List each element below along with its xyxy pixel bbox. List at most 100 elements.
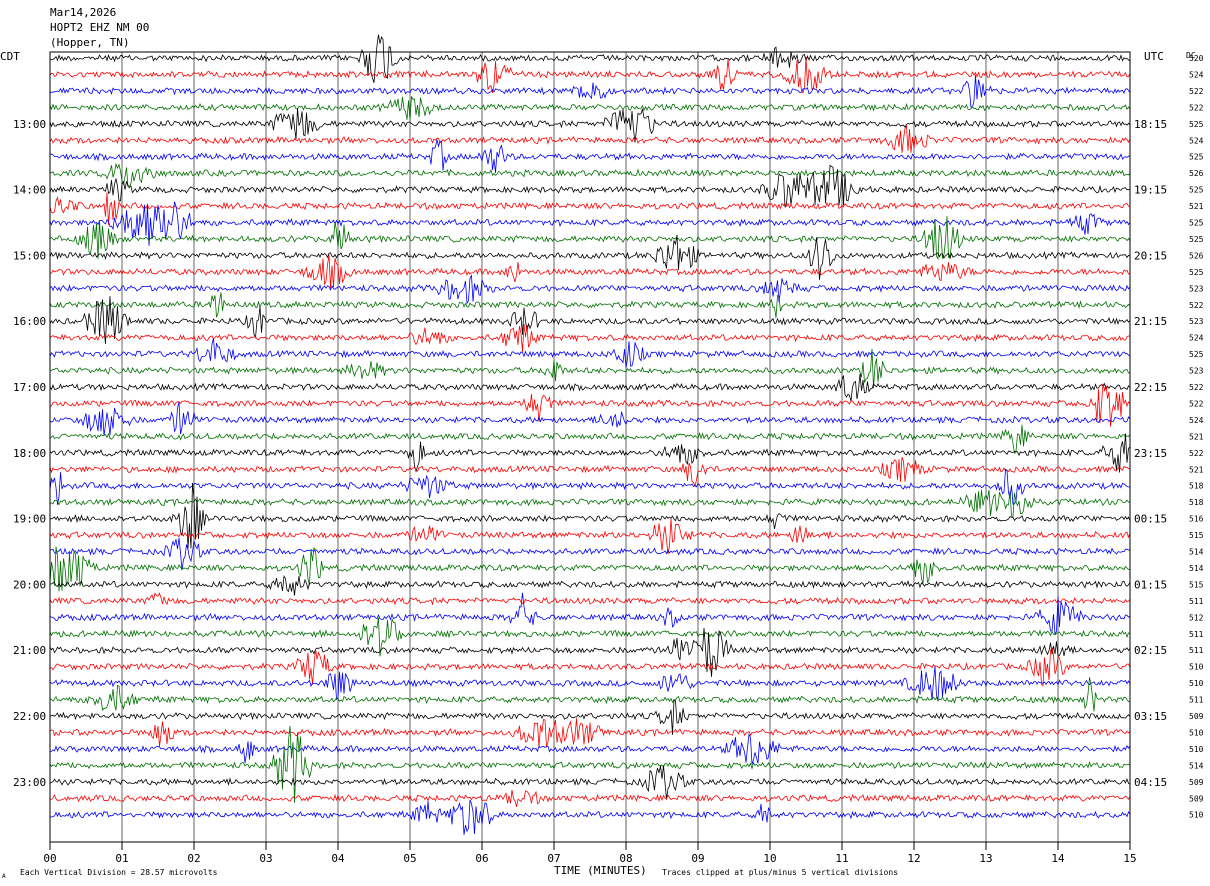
dc-offset-label: 509 bbox=[1189, 794, 1204, 803]
trace-line bbox=[49, 725, 1131, 803]
x-tick-label: 13 bbox=[979, 852, 992, 865]
dc-offset-label: 522 bbox=[1189, 383, 1204, 392]
dc-offset-label: 510 bbox=[1189, 728, 1204, 737]
trace-line bbox=[49, 718, 1131, 748]
trace-line bbox=[49, 162, 1131, 189]
trace-line bbox=[49, 489, 1131, 518]
trace-line bbox=[49, 373, 1131, 402]
x-axis-ticks: 00 01 02 03 04 05 06 07 08 09 10 11 12 13 14 15 bbox=[43, 842, 1137, 865]
dc-offset-label: 521 bbox=[1189, 432, 1204, 441]
trace-line bbox=[49, 164, 1131, 208]
trace-line bbox=[49, 192, 1131, 225]
trace-line bbox=[49, 296, 1131, 344]
x-tick-label: 07 bbox=[547, 852, 560, 865]
utc-hour-label: 21:15 bbox=[1134, 315, 1167, 328]
dc-offset-label: 511 bbox=[1189, 597, 1204, 606]
trace-line bbox=[49, 34, 1131, 83]
dc-offset-label: 525 bbox=[1189, 120, 1204, 129]
x-tick-label: 02 bbox=[187, 852, 200, 865]
dc-offset-label: 523 bbox=[1189, 284, 1204, 293]
trace-line bbox=[49, 627, 1131, 677]
x-tick-label: 10 bbox=[763, 852, 776, 865]
minute-gridlines bbox=[121, 52, 1059, 842]
x-tick-label: 15 bbox=[1123, 852, 1136, 865]
cdt-hour-label: 14:00 bbox=[13, 184, 46, 197]
dc-offset-label: 522 bbox=[1189, 399, 1204, 408]
dc-offset-label: 521 bbox=[1189, 202, 1204, 211]
trace-line bbox=[49, 254, 1131, 289]
utc-hour-label: 20:15 bbox=[1134, 249, 1167, 262]
dc-offset-label: 511 bbox=[1189, 646, 1204, 655]
utc-hour-labels: 18:15 19:15 20:15 21:15 22:15 23:15 00:15 01:15… bbox=[1134, 118, 1167, 789]
dc-offset-label: 510 bbox=[1189, 663, 1204, 672]
trace-line bbox=[49, 96, 1131, 121]
utc-hour-label: 04:15 bbox=[1134, 776, 1167, 789]
dc-label: DC bbox=[1186, 51, 1196, 60]
trace-line bbox=[49, 765, 1131, 800]
dc-offset-label: 511 bbox=[1189, 696, 1204, 705]
dc-offset-label: 510 bbox=[1189, 745, 1204, 754]
dc-offset-label: 509 bbox=[1189, 712, 1204, 721]
right-axis-label: UTC bbox=[1144, 50, 1164, 63]
x-tick-label: 08 bbox=[619, 852, 632, 865]
trace-line bbox=[49, 617, 1131, 657]
dc-offset-label: 514 bbox=[1189, 761, 1204, 770]
trace-line bbox=[49, 592, 1131, 606]
utc-hour-label: 22:15 bbox=[1134, 381, 1167, 394]
dc-offset-label: 523 bbox=[1189, 367, 1204, 376]
dc-offset-label: 526 bbox=[1189, 251, 1204, 260]
left-axis-label: CDT bbox=[0, 50, 20, 63]
dc-offset-label: 516 bbox=[1189, 515, 1204, 524]
utc-hour-label: 03:15 bbox=[1134, 710, 1167, 723]
cdt-hour-label: 16:00 bbox=[13, 315, 46, 328]
location-label: (Hopper, TN) bbox=[50, 36, 129, 49]
dc-offset-label: 521 bbox=[1189, 465, 1204, 474]
dc-offset-label: 514 bbox=[1189, 548, 1204, 557]
trace-line bbox=[49, 789, 1131, 807]
dc-offset-label: 511 bbox=[1189, 630, 1204, 639]
plot-frame bbox=[49, 51, 1131, 843]
dc-offset-label: 518 bbox=[1189, 498, 1204, 507]
trace-line bbox=[49, 234, 1131, 280]
dc-offset-label: 525 bbox=[1189, 219, 1204, 228]
dc-offset-label: 524 bbox=[1189, 334, 1204, 343]
trace-line bbox=[49, 323, 1131, 352]
dc-offset-label: 518 bbox=[1189, 482, 1204, 491]
x-tick-label: 09 bbox=[691, 852, 704, 865]
x-tick-label: 14 bbox=[1051, 852, 1065, 865]
trace-line bbox=[49, 75, 1131, 108]
trace-line bbox=[49, 698, 1131, 735]
trace-line bbox=[49, 383, 1131, 427]
dc-offset-label: 510 bbox=[1189, 679, 1204, 688]
footer-mark: A bbox=[2, 873, 6, 880]
utc-hour-label: 19:15 bbox=[1134, 184, 1167, 197]
trace-line bbox=[49, 666, 1131, 701]
trace-line bbox=[49, 537, 1131, 571]
dc-offset-label: 524 bbox=[1189, 70, 1204, 79]
dc-offset-label: 510 bbox=[1189, 811, 1204, 820]
utc-hour-label: 01:15 bbox=[1134, 578, 1167, 591]
trace-line bbox=[49, 482, 1131, 549]
utc-hour-label: 00:15 bbox=[1134, 513, 1167, 526]
trace-line bbox=[49, 274, 1131, 305]
x-axis-title: TIME (MINUTES) bbox=[554, 864, 647, 877]
dc-offset-label: 522 bbox=[1189, 301, 1204, 310]
cdt-hour-label: 18:00 bbox=[13, 447, 46, 460]
seismic-traces bbox=[49, 34, 1131, 835]
dc-offset-label: 509 bbox=[1189, 778, 1204, 787]
dc-offset-label: 515 bbox=[1189, 531, 1204, 540]
x-tick-label: 11 bbox=[835, 852, 848, 865]
cdt-hour-label: 13:00 bbox=[13, 118, 46, 131]
trace-line bbox=[49, 56, 1131, 94]
trace-line bbox=[49, 592, 1131, 635]
date-label: Mar14,2026 bbox=[50, 6, 116, 19]
dc-offset-label: 523 bbox=[1189, 317, 1204, 326]
dc-offset-label: 515 bbox=[1189, 580, 1204, 589]
trace-line bbox=[49, 108, 1131, 143]
clipping-note: Traces clipped at plus/minus 5 vertical … bbox=[662, 868, 898, 877]
x-tick-label: 12 bbox=[907, 852, 920, 865]
trace-line bbox=[49, 124, 1131, 153]
dc-offset-label: 512 bbox=[1189, 613, 1204, 622]
trace-line bbox=[49, 574, 1131, 596]
